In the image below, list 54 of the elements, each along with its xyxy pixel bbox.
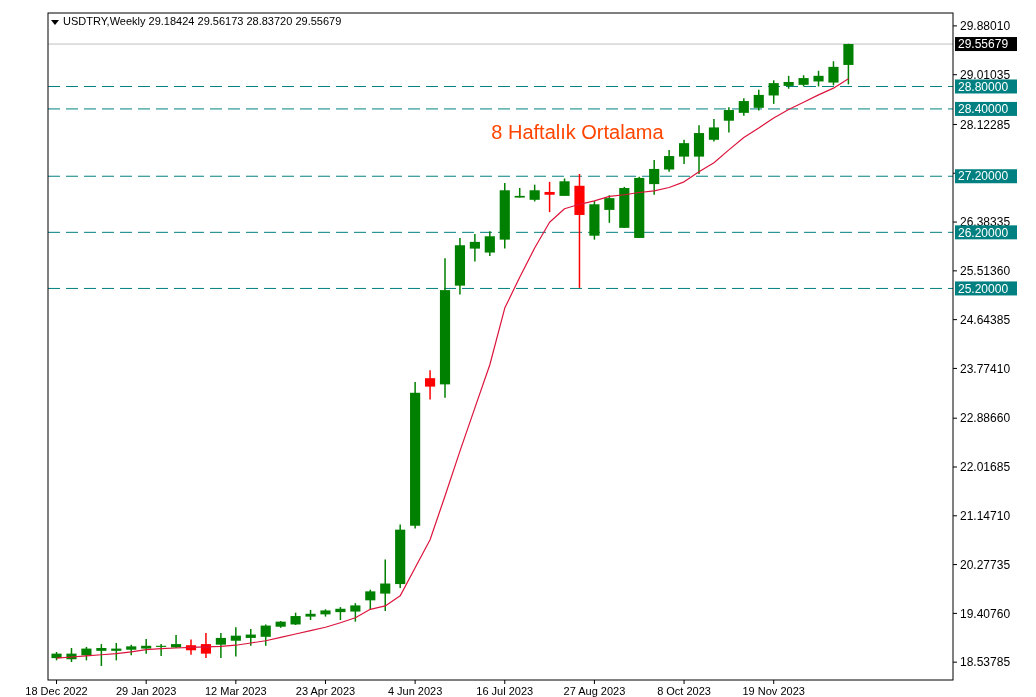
candlestick <box>708 118 720 143</box>
candlestick <box>664 149 675 173</box>
candlestick <box>215 632 226 659</box>
candlestick <box>649 159 660 196</box>
x-tick-label: 27 Aug 2023 <box>563 685 626 697</box>
candlestick <box>484 230 495 257</box>
x-tick-label: 19 Nov 2023 <box>742 685 805 697</box>
ref-line-label: 29.55679 <box>958 37 1009 52</box>
candlestick <box>380 558 391 612</box>
chart-title: USDTRY,Weekly 29.18424 29.56173 28.83720 29.55679 <box>63 15 342 27</box>
candlestick <box>260 623 271 647</box>
line-series <box>55 78 850 659</box>
y-tick-label: 29.88010 <box>960 19 1011 34</box>
candlestick <box>350 602 361 623</box>
x-tick-label: 16 Jul 2023 <box>476 685 534 697</box>
x-tick-label: 23 Apr 2023 <box>295 685 356 697</box>
candlestick <box>843 43 854 86</box>
x-tick-label: 4 Jun 2023 <box>387 685 443 697</box>
annotation: 8 Haftalık Ortalama <box>491 121 665 143</box>
candlestick <box>604 194 615 224</box>
x-tick-label: 18 Dec 2022 <box>25 685 88 697</box>
y-tick-label: 22.88660 <box>960 411 1011 426</box>
candlestick <box>753 89 764 112</box>
y-tick-label: 21.14710 <box>960 509 1011 523</box>
candlestick <box>230 626 241 658</box>
y-tick-label: 22.01685 <box>960 460 1011 475</box>
candlestick <box>365 588 376 611</box>
candlestick <box>693 124 705 175</box>
ref-line-label: 26.20000 <box>958 225 1009 240</box>
y-tick-label: 20.27735 <box>960 557 1011 572</box>
ref-line-label: 25.20000 <box>958 281 1009 296</box>
y-tick-label: 28.12285 <box>960 117 1011 132</box>
candlestick <box>544 181 555 213</box>
candlestick <box>156 643 167 657</box>
y-tick-label: 25.51360 <box>960 264 1011 279</box>
candlestick <box>723 106 734 134</box>
y-tick-label: 29.01035 <box>960 67 1011 82</box>
x-tick-label: 29 Jan 2023 <box>115 685 177 697</box>
y-tick-label: 24.64385 <box>960 312 1011 327</box>
y-tick-label: 23.77410 <box>960 361 1011 376</box>
candlestick <box>828 60 839 87</box>
candlestick <box>141 638 152 655</box>
y-tick-label: 19.40760 <box>960 606 1011 621</box>
ref-line-label: 28.80000 <box>958 79 1009 94</box>
candlestick <box>96 643 107 667</box>
y-tick-label: 18.53785 <box>960 655 1011 670</box>
candlestick <box>678 139 690 165</box>
candlestick <box>424 369 436 401</box>
x-tick-label: 8 Oct 2023 <box>657 685 711 697</box>
ref-line-label: 28.40000 <box>958 102 1009 117</box>
candlestick <box>469 233 480 263</box>
ref-line-label: 27.20000 <box>958 169 1009 184</box>
candlestick <box>768 79 779 105</box>
x-tick-label: 12 Mar 2023 <box>204 685 267 697</box>
